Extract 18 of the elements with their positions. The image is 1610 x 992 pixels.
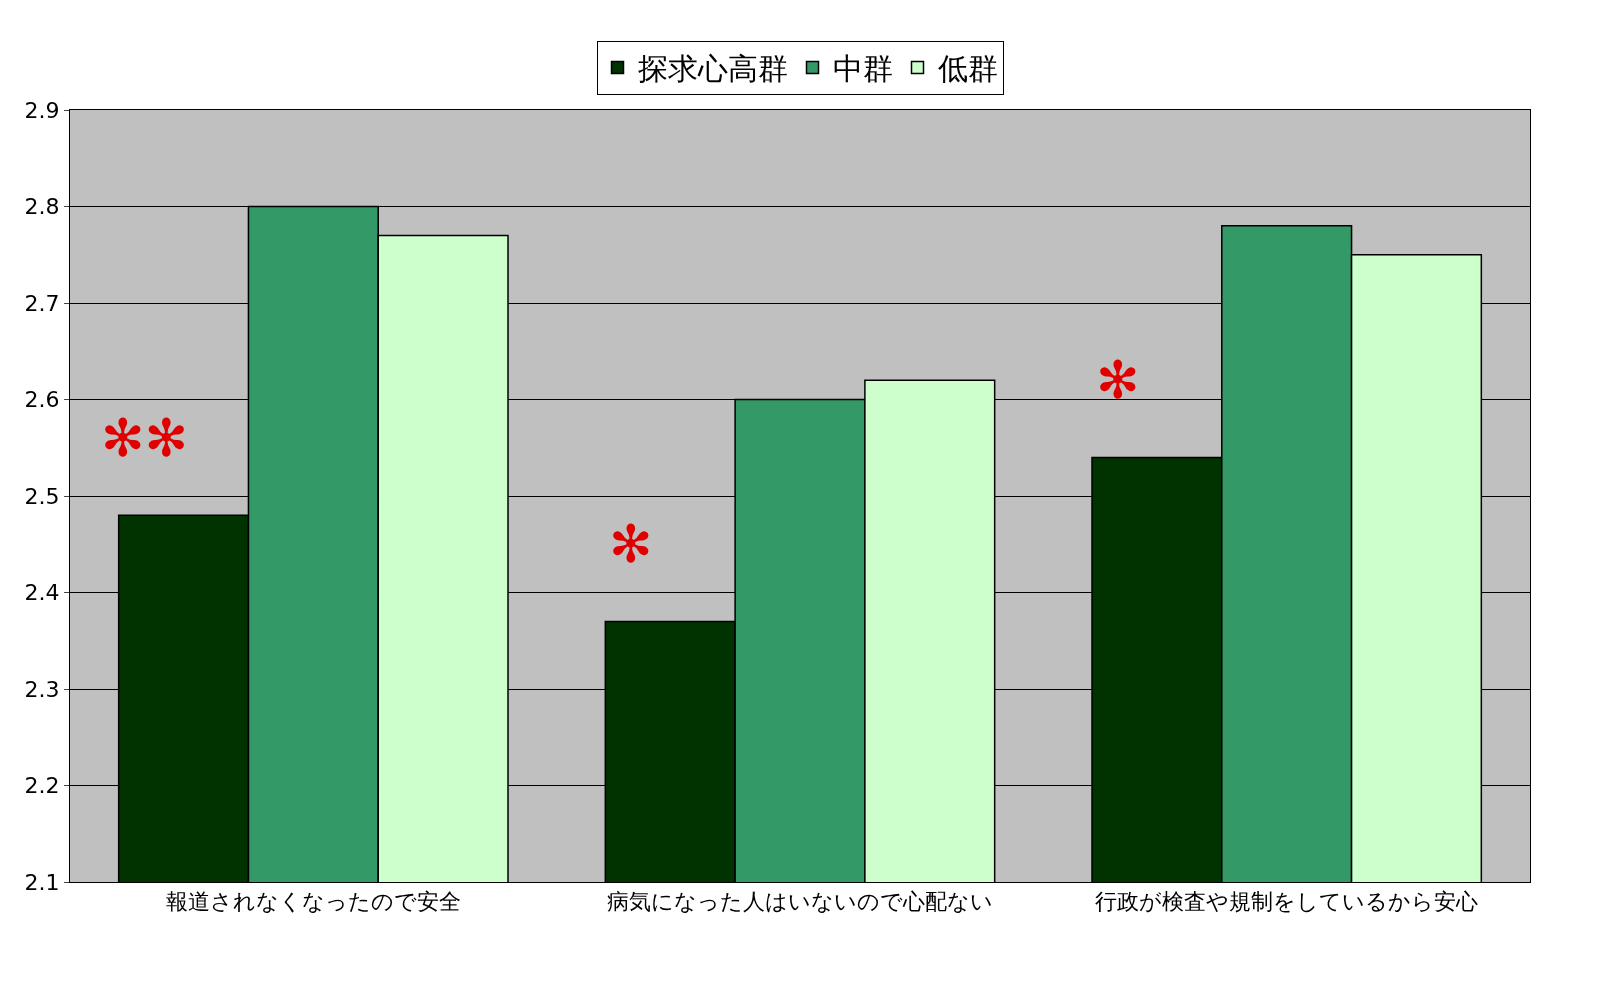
y-tick-label: 2.7 (24, 290, 60, 316)
y-tick-label: 2.3 (24, 676, 60, 702)
legend-label: 探求心高群 (637, 51, 788, 87)
y-tick-label: 2.8 (24, 194, 60, 220)
legend-label: 中群 (832, 51, 893, 87)
annotation: ✻✻ (101, 408, 189, 468)
y-tick-label: 2.1 (24, 869, 60, 895)
y-tick-label: 2.6 (24, 387, 60, 413)
y-tick-label: 2.9 (24, 97, 60, 123)
x-tick-label: 行政が検査や規制をしているから安心 (1095, 889, 1479, 915)
y-tick-label: 2.5 (24, 483, 60, 509)
annotation: ✻ (609, 514, 653, 574)
x-tick-label: 病気になった人はいないので心配ない (607, 889, 993, 915)
y-tick-label: 2.2 (24, 773, 60, 799)
annotation: ✻ (1096, 350, 1140, 410)
y-tick-label: 2.4 (24, 580, 60, 606)
legend-label: 低群 (937, 51, 998, 87)
x-tick-label: 報道されなくなったので安全 (165, 889, 461, 915)
